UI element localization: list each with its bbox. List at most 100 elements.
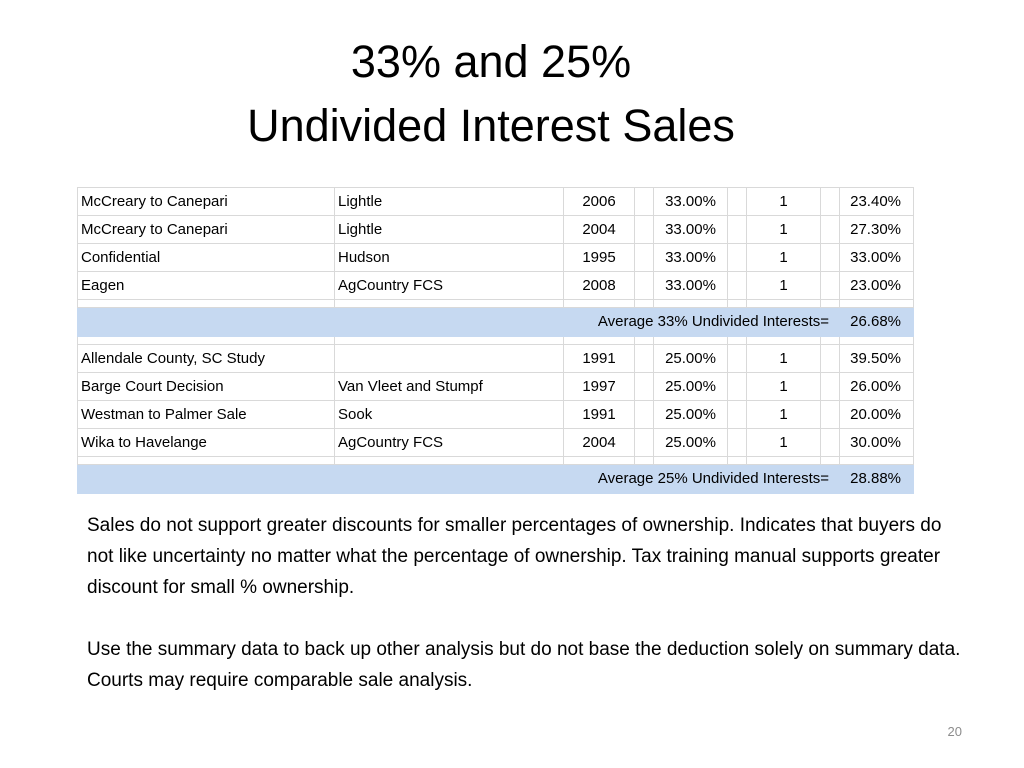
source-cell: Lightle (334, 215, 564, 244)
spacer-cell (77, 456, 335, 465)
gap-cell (634, 428, 654, 457)
undivided-interest-sales-table: McCreary to Canepari Lightle 2006 33.00% 1 23… (77, 187, 914, 494)
gap-cell (820, 372, 840, 401)
table-row: McCreary to Canepari Lightle 2006 33.00% 1 23… (77, 187, 914, 216)
discount-cell: 27.30% (839, 215, 914, 244)
gap-cell (727, 215, 747, 244)
spacer-cell (839, 299, 914, 308)
spacer-cell (820, 336, 840, 345)
gap-cell (634, 243, 654, 272)
gap-cell (727, 271, 747, 300)
gap-cell (727, 187, 747, 216)
gap-cell (634, 271, 654, 300)
interest-cell: 25.00% (653, 428, 728, 457)
spacer-cell (820, 299, 840, 308)
source-cell: AgCountry FCS (334, 271, 564, 300)
table-row: Wika to Havelange AgCountry FCS 2004 25.00%… (77, 428, 914, 457)
gap-cell (820, 400, 840, 429)
discount-cell: 33.00% (839, 243, 914, 272)
gap-cell (820, 243, 840, 272)
spacer-cell (746, 336, 821, 345)
table-row: Barge Court Decision Van Vleet and Stumpf… (77, 372, 914, 401)
gap-cell (820, 428, 840, 457)
discount-cell: 26.00% (839, 372, 914, 401)
gap-cell (820, 344, 840, 373)
name-cell: Allendale County, SC Study (77, 344, 335, 373)
average-label: Average 33% Undivided Interests= (77, 307, 840, 337)
gap-cell (634, 344, 654, 373)
average-value: 26.68% (839, 307, 914, 337)
source-cell: Sook (334, 400, 564, 429)
average-row: Average 33% Undivided Interests= 26.68% (77, 307, 914, 337)
spacer-cell (634, 336, 654, 345)
spacer-cell (727, 299, 747, 308)
name-cell: Westman to Palmer Sale (77, 400, 335, 429)
spacer-row (77, 299, 914, 308)
spacer-cell (563, 456, 635, 465)
count-cell: 1 (746, 372, 821, 401)
gap-cell (634, 372, 654, 401)
year-cell: 2004 (563, 215, 635, 244)
discount-cell: 30.00% (839, 428, 914, 457)
spacer-cell (634, 299, 654, 308)
gap-cell (727, 400, 747, 429)
year-cell: 2006 (563, 187, 635, 216)
spacer-cell (334, 336, 564, 345)
spacer-cell (634, 456, 654, 465)
source-cell: Van Vleet and Stumpf (334, 372, 564, 401)
year-cell: 1995 (563, 243, 635, 272)
interest-cell: 25.00% (653, 344, 728, 373)
spacer-cell (77, 299, 335, 308)
year-cell: 2004 (563, 428, 635, 457)
count-cell: 1 (746, 400, 821, 429)
slide-title-line-2: Undivided Interest Sales (247, 100, 735, 151)
count-cell: 1 (746, 271, 821, 300)
source-cell: AgCountry FCS (334, 428, 564, 457)
table-row: Confidential Hudson 1995 33.00% 1 33.00% (77, 243, 914, 272)
spacer-cell (746, 299, 821, 308)
spacer-cell (839, 456, 914, 465)
spacer-cell (334, 299, 564, 308)
spacer-cell (334, 456, 564, 465)
gap-cell (634, 187, 654, 216)
gap-cell (820, 215, 840, 244)
slide-title: 33% and 25% Undivided Interest Sales (0, 30, 982, 158)
interest-cell: 25.00% (653, 372, 728, 401)
spacer-cell (746, 456, 821, 465)
count-cell: 1 (746, 215, 821, 244)
average-label: Average 25% Undivided Interests= (77, 464, 840, 494)
spacer-row (77, 336, 914, 345)
table-body: McCreary to Canepari Lightle 2006 33.00% 1 23… (77, 187, 914, 494)
discount-cell: 23.40% (839, 187, 914, 216)
count-cell: 1 (746, 428, 821, 457)
gap-cell (820, 271, 840, 300)
year-cell: 2008 (563, 271, 635, 300)
spacer-cell (77, 336, 335, 345)
spacer-cell (820, 456, 840, 465)
spacer-cell (727, 456, 747, 465)
table-row: McCreary to Canepari Lightle 2004 33.00% 1 27… (77, 215, 914, 244)
interest-cell: 33.00% (653, 187, 728, 216)
spacer-cell (653, 456, 728, 465)
gap-cell (634, 400, 654, 429)
count-cell: 1 (746, 344, 821, 373)
spacer-cell (653, 299, 728, 308)
name-cell: Eagen (77, 271, 335, 300)
discount-cell: 20.00% (839, 400, 914, 429)
interest-cell: 33.00% (653, 215, 728, 244)
average-value: 28.88% (839, 464, 914, 494)
interest-cell: 25.00% (653, 400, 728, 429)
table-row: Westman to Palmer Sale Sook 1991 25.00% 1 20.… (77, 400, 914, 429)
note-paragraph-1: Sales do not support greater discounts f… (87, 515, 942, 598)
notes: Sales do not support greater discounts f… (87, 510, 967, 727)
count-cell: 1 (746, 187, 821, 216)
spacer-row (77, 456, 914, 465)
average-row: Average 25% Undivided Interests= 28.88% (77, 464, 914, 494)
name-cell: McCreary to Canepari (77, 187, 335, 216)
gap-cell (727, 243, 747, 272)
interest-cell: 33.00% (653, 243, 728, 272)
spacer-cell (727, 336, 747, 345)
name-cell: Confidential (77, 243, 335, 272)
name-cell: McCreary to Canepari (77, 215, 335, 244)
gap-cell (634, 215, 654, 244)
